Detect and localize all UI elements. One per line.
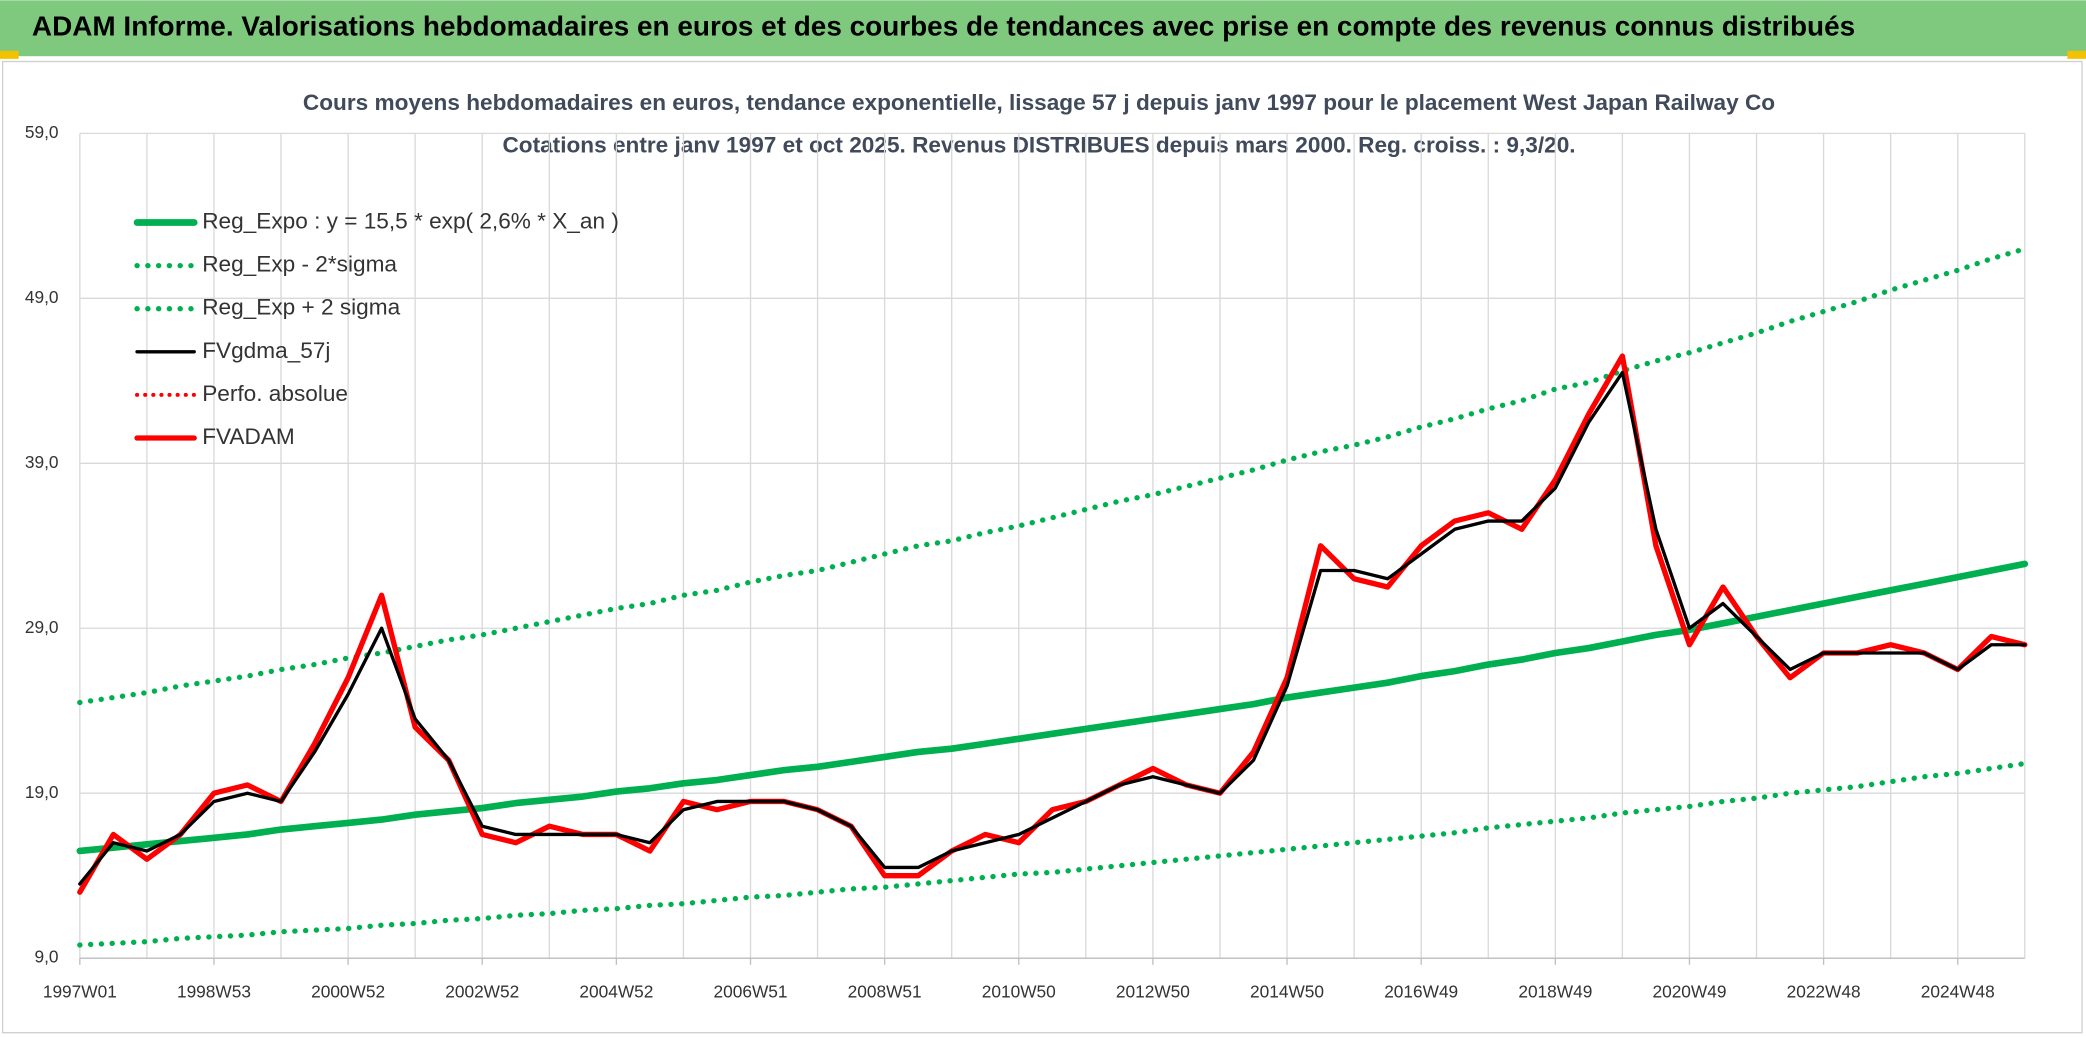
chart-title: Cours moyens hebdomadaires en euros, ten… [303, 90, 1775, 115]
x-tick-label: 2014W50 [1250, 981, 1324, 1001]
legend-label: FVADAM [202, 424, 295, 449]
series-line [77, 353, 2028, 895]
y-tick-label: 19,0 [25, 782, 59, 802]
series-line [77, 760, 2028, 948]
x-tick-label: 2020W49 [1652, 981, 1726, 1001]
x-tick-label: 2002W52 [445, 981, 519, 1001]
legend-label: Reg_Expo : y = 15,5 * exp( 2,6% * X_an ) [202, 208, 619, 233]
y-tick-label: 9,0 [35, 947, 59, 967]
x-tick-label: 2018W49 [1518, 981, 1592, 1001]
x-tick-label: 2024W48 [1921, 981, 1995, 1001]
series-line [78, 370, 2027, 886]
header-bar [0, 0, 2086, 57]
y-tick-label: 59,0 [25, 122, 59, 142]
chart-frame [1, 60, 2083, 1034]
x-tick-label: 2006W51 [714, 981, 788, 1001]
x-tick-label: 2016W49 [1384, 981, 1458, 1001]
x-tick-label: 2012W50 [1116, 981, 1190, 1001]
corner-mark [0, 50, 19, 59]
series-line [77, 246, 2028, 706]
y-tick-label: 39,0 [25, 452, 59, 472]
x-tick-label: 2008W51 [848, 981, 922, 1001]
x-tick-label: 2000W52 [311, 981, 385, 1001]
x-tick-label: 2010W50 [982, 981, 1056, 1001]
x-tick-label: 2022W48 [1787, 981, 1861, 1001]
header-title: ADAM Informe. Valorisations hebdomadaire… [32, 11, 1855, 42]
legend-label: Perfo. absolue [202, 381, 348, 406]
chart-subtitle: Cotations entre janv 1997 et oct 2025. R… [502, 133, 1575, 158]
x-tick-label: 1997W01 [43, 981, 117, 1001]
x-tick-label: 2004W52 [579, 981, 653, 1001]
x-tick-label: 1998W53 [177, 981, 251, 1001]
corner-mark [2067, 50, 2086, 59]
legend-label: FVgdma_57j [202, 338, 330, 363]
y-tick-label: 49,0 [25, 287, 59, 307]
legend-label: Reg_Exp + 2 sigma [202, 295, 400, 320]
y-tick-label: 29,0 [25, 617, 59, 637]
legend-label: Reg_Exp - 2*sigma [202, 252, 397, 277]
